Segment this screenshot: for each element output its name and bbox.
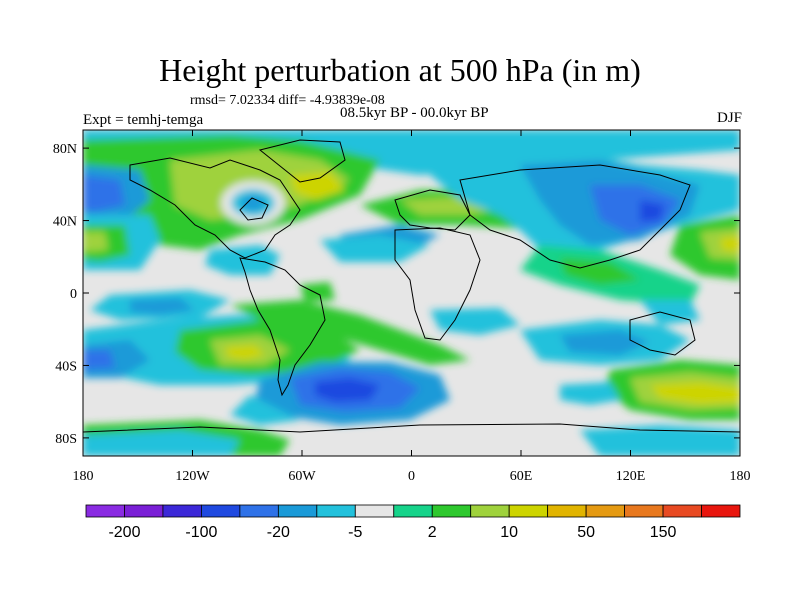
- colorbar-swatch: [124, 504, 164, 518]
- colorbar-swatch: [585, 504, 625, 518]
- x-tick-label: 180: [73, 469, 94, 484]
- x-tick-label: 180: [730, 469, 751, 484]
- y-tick-label: 40N: [53, 215, 77, 230]
- y-tick-label: 0: [70, 287, 77, 302]
- colorbar-label: 50: [577, 524, 595, 541]
- season-label: DJF: [716, 110, 742, 126]
- colorbar-label: -100: [185, 524, 217, 541]
- colorbar: -200 -100 -20 -5 2 10 50 150: [85, 504, 741, 541]
- experiment-label: Expt = temhj-temga: [83, 112, 204, 128]
- colorbar-swatch: [316, 504, 356, 518]
- y-tick-label: 80N: [53, 142, 77, 157]
- axis-ticks: [82, 130, 741, 456]
- colorbar-swatch: [508, 504, 549, 518]
- colorbar-label: 2: [428, 524, 437, 541]
- colorbar-swatch: [239, 504, 279, 518]
- colorbar-swatch: [85, 504, 125, 518]
- x-tick-label: 0: [408, 469, 415, 484]
- x-tick-label: 120W: [175, 469, 210, 484]
- x-tick-label: 60E: [510, 469, 533, 484]
- colorbar-label: 10: [500, 524, 518, 541]
- colorbar-label: -200: [108, 524, 140, 541]
- colorbar-swatch: [662, 504, 702, 518]
- colorbar-label: -20: [267, 524, 290, 541]
- colorbar-swatch: [354, 504, 395, 518]
- coastlines: [83, 139, 740, 433]
- colorbar-swatch: [393, 504, 433, 518]
- colorbar-swatch: [701, 504, 741, 518]
- colorbar-swatch: [431, 504, 472, 518]
- colorbar-label: -5: [348, 524, 362, 541]
- x-tick-label: 120E: [616, 469, 646, 484]
- colorbar-swatch: [201, 504, 241, 518]
- axis-labels: 180 120W 60W 0 60E 120E 180 80N 40N 0 40S 80S: [53, 142, 751, 484]
- y-tick-label: 40S: [55, 359, 77, 374]
- colorbar-swatch: [624, 504, 664, 518]
- colorbar-swatch: [547, 504, 587, 518]
- period-label: 08.5kyr BP - 00.0kyr BP: [340, 105, 489, 121]
- y-tick-label: 80S: [55, 432, 77, 447]
- colorbar-swatch: [277, 504, 318, 518]
- colorbar-label: 150: [650, 524, 677, 541]
- colorbar-swatch: [470, 504, 510, 518]
- height-field: [83, 130, 740, 456]
- colorbar-swatch: [162, 504, 202, 518]
- stats-text: rmsd= 7.02334 diff= -4.93839e-08: [190, 93, 385, 108]
- page-title: Height perturbation at 500 hPa (in m): [159, 52, 641, 88]
- x-tick-label: 60W: [288, 469, 316, 484]
